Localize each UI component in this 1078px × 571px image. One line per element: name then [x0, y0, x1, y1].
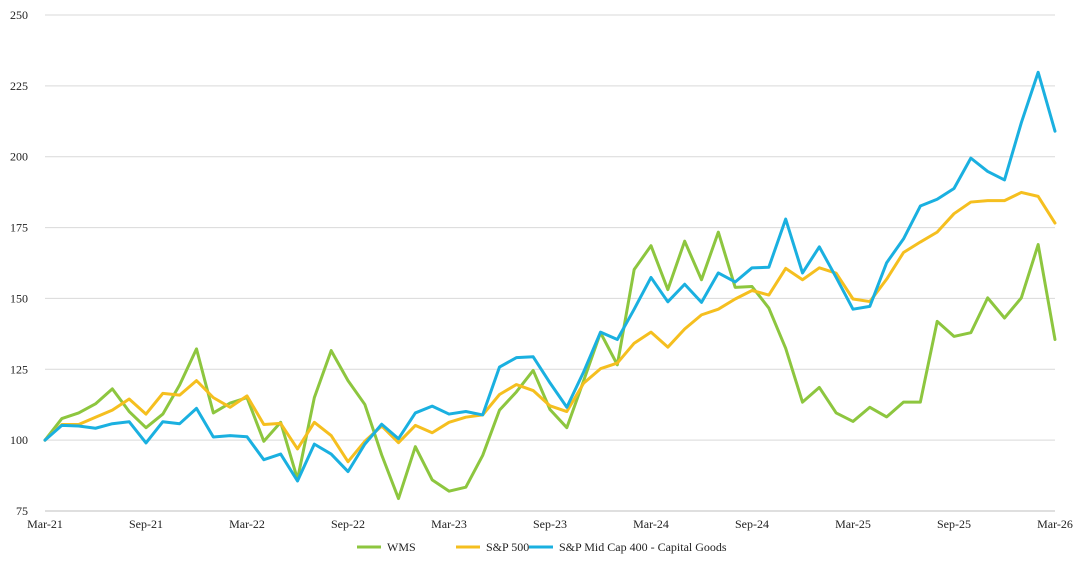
series-layer — [43, 70, 1057, 501]
legend-label-0: WMS — [387, 540, 416, 554]
x-tick-label: Mar-24 — [633, 517, 669, 531]
x-tick-label: Sep-23 — [533, 517, 567, 531]
y-tick-label: 100 — [10, 433, 28, 447]
grid-layer — [45, 14, 1055, 441]
y-tick-label: 150 — [10, 291, 28, 305]
x-tick-label: Sep-21 — [129, 517, 163, 531]
y-tick-label: 250 — [10, 8, 28, 22]
x-tick-label: Mar-26 — [1037, 517, 1073, 531]
x-tick-label: Mar-25 — [835, 517, 871, 531]
y-tick-label: 200 — [10, 150, 28, 164]
axis-layer: 75 100 125 150 175 200 225 250 Mar-21 Sep-21 Mar-2… — [10, 8, 1073, 531]
y-tick-label: 125 — [10, 362, 28, 376]
x-tick-label: Sep-24 — [735, 517, 769, 531]
x-tick-label: Sep-25 — [937, 517, 971, 531]
y-tick-label: 175 — [10, 221, 28, 235]
legend: WMS S&P 500 S&P Mid Cap 400 - Capital Good… — [357, 540, 727, 554]
series-line-1 — [43, 190, 1057, 464]
legend-label-2: S&P Mid Cap 400 - Capital Goods — [559, 540, 727, 554]
x-tick-label: Mar-22 — [229, 517, 265, 531]
y-tick-label: 225 — [10, 79, 28, 93]
x-tick-label: Mar-23 — [431, 517, 467, 531]
legend-label-1: S&P 500 — [486, 540, 529, 554]
series-line-0 — [43, 230, 1057, 501]
x-tick-label: Mar-21 — [27, 517, 63, 531]
x-tick-label: Sep-22 — [331, 517, 365, 531]
series-line-2 — [43, 70, 1057, 483]
y-tick-label: 75 — [16, 504, 28, 518]
